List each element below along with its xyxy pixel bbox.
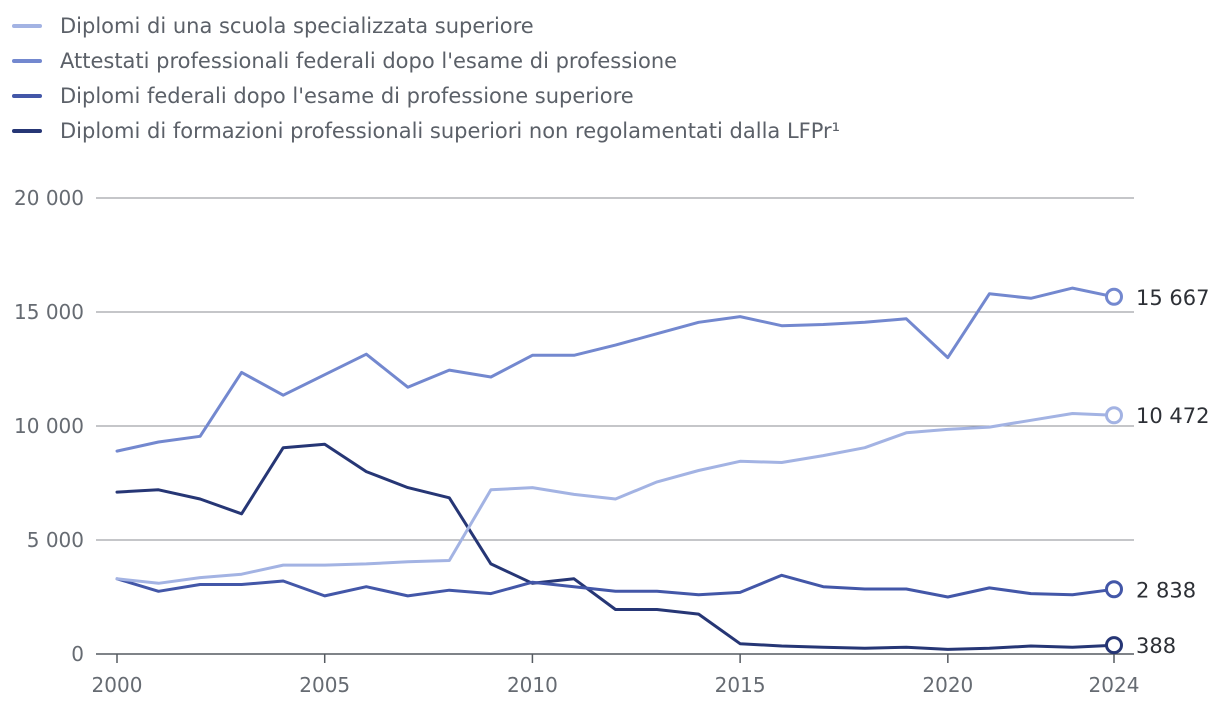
y-tick-label: 0 [71,642,84,666]
series-lines [115,286,1116,651]
chart-legend: Diplomi di una scuola specializzata supe… [12,8,840,148]
legend-label: Diplomi di una scuola specializzata supe… [60,13,534,38]
legend-label: Diplomi di formazioni professionali supe… [60,118,841,143]
y-axis-tick-labels: 0 5 000 10 000 15 000 20 000 [14,186,84,666]
series-line [115,442,1116,651]
legend-item: Diplomi di formazioni professionali supe… [12,113,840,148]
end-value-label: 15 667 [1136,286,1209,310]
legend-item: Diplomi federali dopo l'esame di profess… [12,78,840,113]
y-tick-label: 5 000 [27,528,84,552]
legend-swatch [12,128,42,133]
legend-item: Diplomi di una scuola specializzata supe… [12,8,840,43]
legend-label: Attestati professionali federali dopo l'… [60,48,678,73]
series-line [115,412,1116,585]
x-tick-label: 2010 [507,673,558,697]
legend-swatch [12,23,42,28]
series-line [115,286,1116,453]
legend-swatch [12,58,42,63]
end-value-label: 2 838 [1136,578,1196,602]
x-tick-label: 2020 [922,673,973,697]
y-tick-label: 15 000 [14,300,84,324]
end-markers [1105,287,1123,655]
legend-item: Attestati professionali federali dopo l'… [12,43,840,78]
end-value-label: 388 [1136,634,1176,658]
end-value-label: 10 472 [1136,404,1209,428]
x-tick-label: 2005 [299,673,350,697]
end-point-marker [1105,406,1123,425]
gridlines [96,197,1134,655]
end-point-marker [1105,287,1123,306]
end-value-labels: 10 472 15 667 2 838 388 [1136,286,1209,658]
x-tick-label: 2024 [1089,673,1140,697]
end-point-marker [1105,636,1123,655]
x-axis: 2000 2005 2010 2015 2020 2024 [92,654,1140,697]
legend-label: Diplomi federali dopo l'esame di profess… [60,83,634,108]
end-point-marker [1105,580,1123,599]
x-tick-label: 2015 [715,673,766,697]
y-tick-label: 20 000 [14,186,84,210]
legend-swatch [12,93,42,98]
series-line [115,573,1116,599]
y-tick-label: 10 000 [14,414,84,438]
x-tick-label: 2000 [92,673,143,697]
